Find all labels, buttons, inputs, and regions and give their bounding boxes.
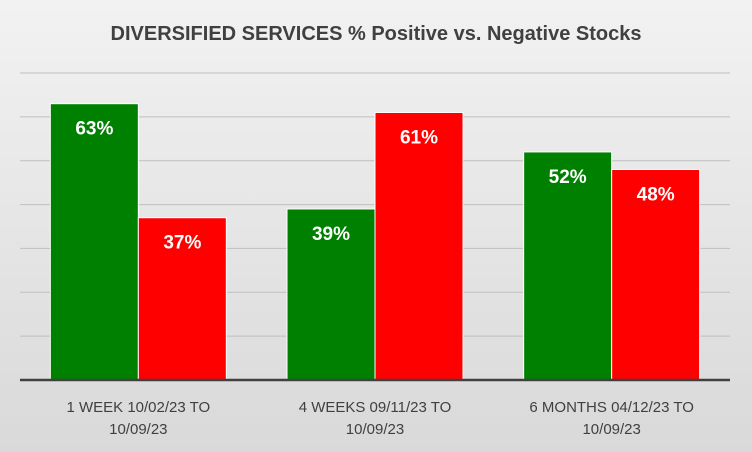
data-label-positive-3: 52% xyxy=(549,167,587,188)
bar-positive-2 xyxy=(286,208,376,381)
x-tick-label-line: 4 WEEKS 09/11/23 TO xyxy=(299,399,452,416)
x-tick-label-line: 10/09/23 xyxy=(109,421,167,438)
x-tick-label-line: 10/09/23 xyxy=(582,421,640,438)
x-tick-label-1: 1 WEEK 10/02/23 TO 10/09/23 xyxy=(66,399,210,438)
x-tick-label-2: 4 WEEKS 09/11/23 TO 10/09/23 xyxy=(299,399,452,438)
bars xyxy=(49,103,701,381)
x-tick-label-line: 1 WEEK 10/02/23 TO xyxy=(66,399,210,416)
data-label-positive-2: 39% xyxy=(312,224,350,245)
x-tick-label-line: 10/09/23 xyxy=(346,421,404,438)
data-label-positive-1: 63% xyxy=(75,119,113,140)
bar-positive-3 xyxy=(523,151,613,381)
data-label-negative-3: 48% xyxy=(637,184,675,205)
data-label-negative-1: 37% xyxy=(163,233,201,254)
bar-negative-2 xyxy=(374,111,464,381)
data-label-negative-2: 61% xyxy=(400,127,438,148)
x-tick-label-3: 6 MONTHS 04/12/23 TO 10/09/23 xyxy=(529,399,694,438)
bar-positive-1 xyxy=(49,103,139,381)
x-tick-label-line: 6 MONTHS 04/12/23 TO xyxy=(529,399,694,416)
x-tick-labels: 1 WEEK 10/02/23 TO 10/09/234 WEEKS 09/11/… xyxy=(66,399,693,438)
bar-negative-3 xyxy=(611,168,701,381)
chart-title: DIVERSIFIED SERVICES % Positive vs. Nega… xyxy=(111,23,642,45)
data-labels: 63% 37% 39% 61% 52% 48% xyxy=(75,119,674,254)
